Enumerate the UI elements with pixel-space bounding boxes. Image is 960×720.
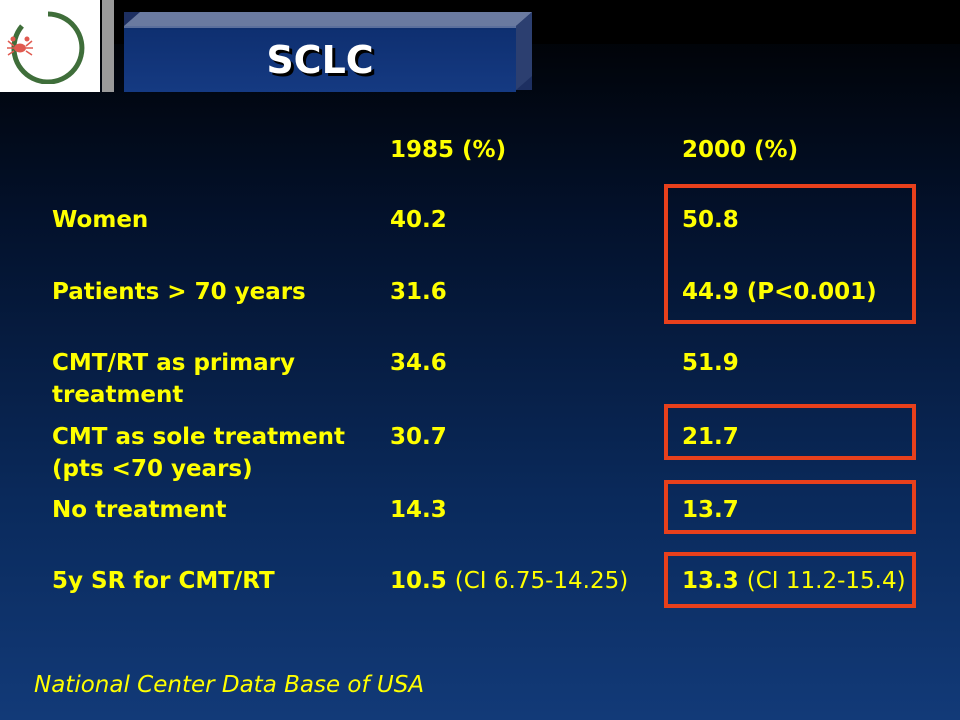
title-panel xyxy=(124,26,516,92)
highlight-box xyxy=(664,552,916,608)
row-value-1985: 10.5 (CI 6.75-14.25) xyxy=(390,566,628,596)
row-label-5y-sr: 5y SR for CMT/RT xyxy=(52,568,275,594)
crab-circle-logo-icon xyxy=(7,11,85,84)
value-main: 10.5 xyxy=(390,568,447,594)
row-label-patients-70: Patients > 70 years xyxy=(52,279,306,305)
row-value-2000: 51.9 xyxy=(682,350,739,376)
highlight-box xyxy=(664,480,916,534)
source-note: National Center Data Base of USA xyxy=(34,672,425,698)
title-frame-side xyxy=(516,12,532,90)
row-value-1985: 14.3 xyxy=(390,497,447,523)
row-value-1985: 40.2 xyxy=(390,207,447,233)
value-ci: (CI 6.75-14.25) xyxy=(454,568,629,594)
row-value-1985: 30.7 xyxy=(390,424,447,450)
row-value-2000: 13.3 (CI 11.2-15.4) xyxy=(682,566,906,596)
row-value-2000: 21.7 xyxy=(682,424,739,450)
row-value-2000: 13.7 xyxy=(682,497,739,523)
row-label-cmt-sole-line1: CMT as sole treatment xyxy=(52,424,346,450)
row-value-2000: 44.9 (P<0.001) xyxy=(682,279,877,305)
highlight-box xyxy=(664,184,916,324)
header-1985: 1985 (%) xyxy=(390,137,507,163)
gray-divider xyxy=(102,0,114,92)
value-main: 13.3 xyxy=(682,568,739,594)
header-2000: 2000 (%) xyxy=(682,137,799,163)
row-label-women: Women xyxy=(52,207,149,233)
row-label-cmt-rt-line2: treatment xyxy=(52,382,184,408)
highlight-box xyxy=(664,404,916,460)
row-label-cmt-sole-line2: (pts <70 years) xyxy=(52,456,253,482)
row-value-2000: 50.8 xyxy=(682,207,739,233)
row-value-1985: 34.6 xyxy=(390,350,447,376)
page-title: SCLC xyxy=(266,38,374,82)
row-label-cmt-rt-line1: CMT/RT as primary xyxy=(52,350,295,376)
row-label-no-treatment: No treatment xyxy=(52,497,227,523)
logo xyxy=(0,0,100,92)
row-value-1985: 31.6 xyxy=(390,279,447,305)
value-ci: (CI 11.2-15.4) xyxy=(746,568,906,594)
title-frame-top xyxy=(124,12,532,26)
